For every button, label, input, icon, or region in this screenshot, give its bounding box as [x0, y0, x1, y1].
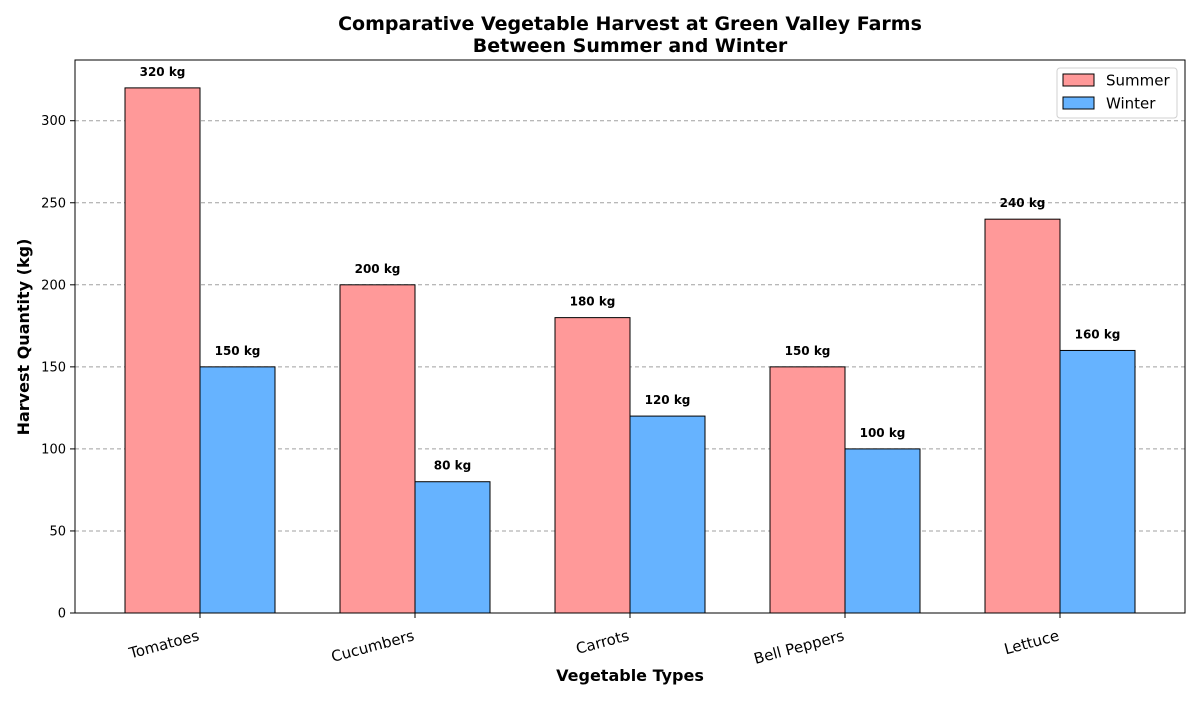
bars	[124, 87, 1136, 614]
bar-summer	[769, 366, 846, 614]
bar-summer	[339, 284, 416, 614]
y-tick-label: 100	[41, 442, 66, 457]
bar-summer	[554, 317, 631, 614]
y-axis-label: Harvest Quantity (kg)	[14, 239, 33, 436]
data-label: 180 kg	[570, 295, 616, 309]
data-label: 150 kg	[215, 344, 261, 358]
bar-winter	[1059, 349, 1136, 614]
data-label: 200 kg	[355, 262, 401, 276]
data-label: 120 kg	[645, 393, 691, 407]
data-labels: 320 kg 200 kg 180 kg 150 kg 240 kg 150 kg 80 k…	[140, 65, 1121, 473]
data-label: 320 kg	[140, 65, 186, 79]
data-label: 100 kg	[860, 426, 906, 440]
legend-label-summer: Summer	[1106, 72, 1170, 90]
y-tick-label: 300	[41, 114, 66, 129]
x-tick-label: Carrots	[574, 626, 631, 657]
data-label: 150 kg	[785, 344, 831, 358]
y-tick-label: 200	[41, 278, 66, 293]
x-axis-ticks: Tomatoes Cucumbers Carrots Bell Peppers Lett…	[126, 613, 1061, 668]
bar-summer	[124, 87, 201, 614]
x-tick-label: Bell Peppers	[752, 626, 846, 667]
chart-subtitle: Between Summer and Winter	[473, 35, 788, 57]
x-tick-label: Tomatoes	[126, 626, 201, 662]
bar-winter	[199, 366, 276, 614]
bar-summer	[984, 218, 1061, 614]
x-tick-label: Lettuce	[1002, 626, 1061, 658]
y-axis-ticks: 0 50 100 150 200 250 300	[41, 114, 75, 622]
y-tick-label: 250	[41, 196, 66, 211]
x-tick-label: Cucumbers	[329, 626, 416, 665]
bar-winter	[629, 415, 706, 614]
data-label: 240 kg	[1000, 196, 1046, 210]
y-tick-label: 150	[41, 360, 66, 375]
data-label: 80 kg	[434, 459, 471, 473]
legend-swatch-summer	[1062, 73, 1095, 87]
legend: Summer Winter	[1056, 67, 1178, 119]
legend-label-winter: Winter	[1106, 95, 1156, 113]
y-tick-label: 50	[49, 524, 66, 539]
legend-swatch-winter	[1062, 96, 1095, 110]
bar-winter	[844, 448, 921, 614]
data-label: 160 kg	[1075, 327, 1121, 341]
y-tick-label: 0	[58, 607, 66, 622]
bar-winter	[414, 481, 491, 614]
x-axis-label: Vegetable Types	[556, 666, 704, 685]
chart-title: Comparative Vegetable Harvest at Green V…	[338, 13, 922, 35]
